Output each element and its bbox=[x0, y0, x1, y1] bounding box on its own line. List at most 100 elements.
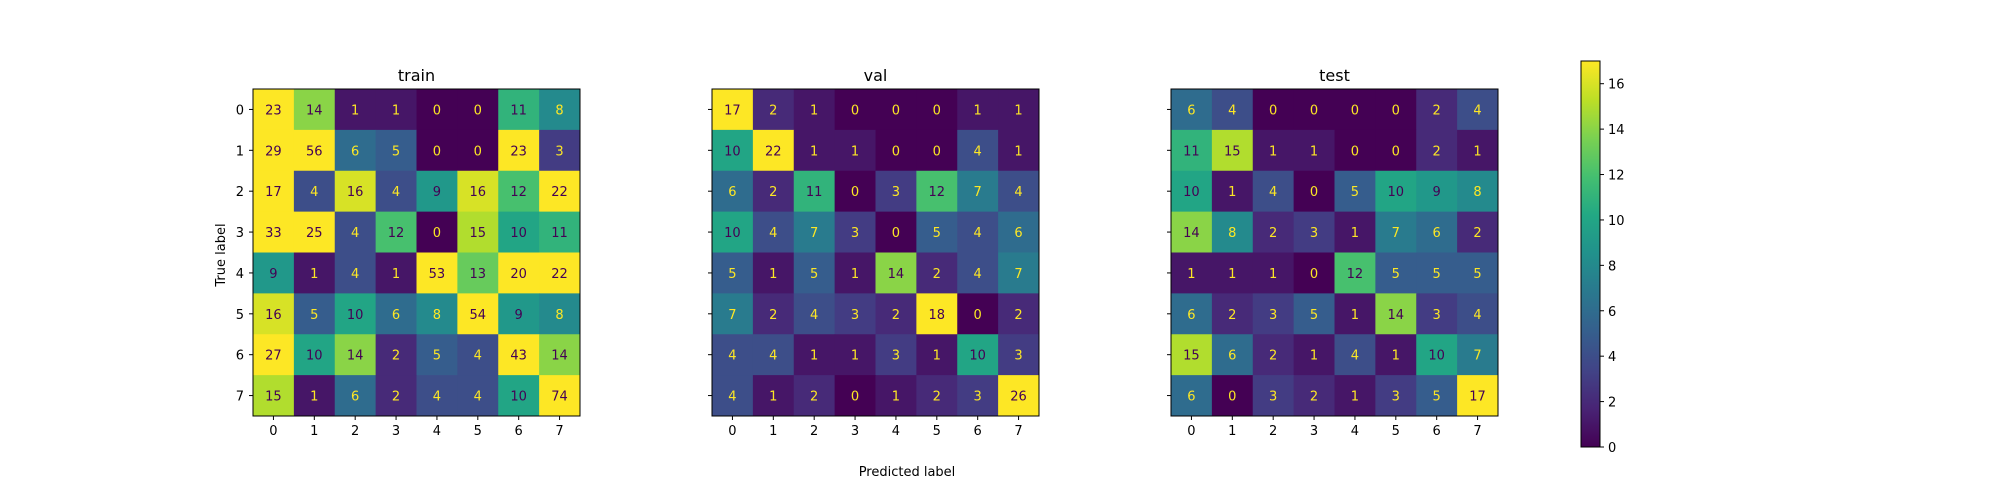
panel-frame bbox=[1170, 88, 1499, 417]
cell-value-label: 4 bbox=[1351, 349, 1359, 364]
cell-value-label: 10 bbox=[306, 349, 323, 364]
cell-value-label: 10 bbox=[1428, 349, 1445, 364]
cell-value-label: 1 bbox=[310, 267, 318, 282]
heatmap-cell bbox=[1334, 89, 1376, 131]
heatmap-cell bbox=[334, 334, 377, 376]
cell-value-label: 7 bbox=[810, 226, 818, 241]
heatmap-cell bbox=[998, 211, 1040, 253]
heatmap-cell bbox=[498, 211, 540, 253]
heatmap-cell bbox=[457, 293, 499, 335]
cell-value-label: 10 bbox=[347, 308, 364, 323]
heatmap-cell bbox=[253, 334, 295, 376]
colorbar-tick-label: 6 bbox=[1608, 305, 1616, 320]
x-tick-label: 0 bbox=[1187, 424, 1195, 439]
heatmap-cell bbox=[1375, 89, 1417, 131]
cell-value-label: 4 bbox=[728, 390, 736, 405]
heatmap-cell bbox=[834, 211, 876, 253]
cell-value-label: 0 bbox=[933, 144, 941, 159]
heatmap-cell bbox=[712, 252, 754, 294]
heatmap-cell bbox=[498, 129, 540, 172]
heatmap-cell bbox=[1457, 375, 1499, 417]
cell-value-label: 9 bbox=[515, 308, 523, 323]
cell-value-label: 10 bbox=[724, 144, 741, 159]
cell-value-label: 15 bbox=[470, 226, 487, 241]
heatmap-cell bbox=[1416, 334, 1458, 376]
cell-value-label: 5 bbox=[1351, 185, 1359, 200]
cell-value-label: 4 bbox=[974, 226, 982, 241]
heatmap-cell bbox=[712, 375, 754, 417]
heatmap-cell bbox=[539, 170, 581, 213]
cell-value-label: 2 bbox=[769, 185, 777, 200]
cell-value-label: 43 bbox=[510, 349, 527, 364]
cell-value-label: 3 bbox=[851, 308, 859, 323]
cell-value-label: 56 bbox=[306, 144, 323, 159]
cell-value-label: 1 bbox=[1269, 144, 1277, 159]
y-tick-label: 3 bbox=[236, 226, 244, 241]
heatmap-cell bbox=[957, 89, 999, 131]
cell-value-label: 5 bbox=[1310, 308, 1318, 323]
heatmap-cell bbox=[916, 129, 958, 172]
cell-value-label: 1 bbox=[810, 349, 818, 364]
cell-value-label: 15 bbox=[1183, 349, 1200, 364]
cell-value-label: 10 bbox=[1183, 185, 1200, 200]
heatmap-cell bbox=[793, 334, 836, 376]
x-tick-label: 7 bbox=[555, 424, 563, 439]
cell-value-label: 2 bbox=[769, 308, 777, 323]
cell-value-label: 0 bbox=[851, 103, 859, 118]
cell-value-label: 7 bbox=[1392, 226, 1400, 241]
cell-value-label: 4 bbox=[974, 267, 982, 282]
cell-value-label: 0 bbox=[1310, 267, 1318, 282]
heatmap-cell bbox=[416, 293, 458, 335]
cell-value-label: 0 bbox=[892, 144, 900, 159]
heatmap-cell bbox=[834, 293, 876, 335]
cell-value-label: 20 bbox=[510, 267, 527, 282]
heatmap-cell bbox=[1416, 89, 1458, 131]
cell-value-label: 10 bbox=[969, 349, 986, 364]
heatmap-cell bbox=[875, 129, 917, 172]
cell-value-label: 10 bbox=[1388, 185, 1405, 200]
cell-value-label: 3 bbox=[892, 349, 900, 364]
colorbar-tick-label: 12 bbox=[1608, 169, 1625, 184]
heatmap-cell bbox=[375, 211, 417, 253]
heatmap-cell bbox=[752, 211, 795, 253]
x-tick-label: 4 bbox=[1351, 424, 1359, 439]
cell-value-label: 1 bbox=[1392, 349, 1400, 364]
cell-value-label: 0 bbox=[474, 144, 482, 159]
heatmap-cell bbox=[916, 89, 958, 131]
cell-value-label: 14 bbox=[888, 267, 905, 282]
x-tick-label: 5 bbox=[1392, 424, 1400, 439]
y-tick-label: 5 bbox=[236, 308, 244, 323]
cell-value-label: 54 bbox=[470, 308, 487, 323]
heatmap-cell bbox=[1171, 89, 1213, 131]
cell-value-label: 74 bbox=[551, 390, 568, 405]
cell-value-label: 1 bbox=[392, 267, 400, 282]
heatmap-cell bbox=[1375, 252, 1417, 294]
heatmap-cell bbox=[416, 89, 458, 131]
colorbar-frame bbox=[1580, 60, 1601, 448]
heatmap-cell bbox=[293, 211, 336, 253]
heatmap-cell bbox=[293, 252, 336, 294]
y-tick-label: 7 bbox=[236, 390, 244, 405]
cell-value-label: 1 bbox=[1014, 144, 1022, 159]
x-tick-label: 5 bbox=[474, 424, 482, 439]
cell-value-label: 0 bbox=[433, 144, 441, 159]
cell-value-label: 4 bbox=[351, 226, 359, 241]
heatmap-cell bbox=[1211, 211, 1254, 253]
x-tick-label: 0 bbox=[728, 424, 736, 439]
cell-value-label: 27 bbox=[265, 349, 282, 364]
y-tick-label: 1 bbox=[236, 144, 244, 159]
heatmap-cell bbox=[712, 89, 754, 131]
cell-value-label: 1 bbox=[769, 267, 777, 282]
cell-value-label: 1 bbox=[1269, 267, 1277, 282]
heatmap-cell bbox=[416, 375, 458, 417]
heatmap-cell bbox=[498, 252, 540, 294]
cell-value-label: 4 bbox=[1014, 185, 1022, 200]
cell-value-label: 3 bbox=[1269, 390, 1277, 405]
heatmap-cell bbox=[875, 170, 917, 213]
cell-value-label: 1 bbox=[1473, 144, 1481, 159]
heatmap-cell bbox=[1457, 293, 1499, 335]
heatmap-cell bbox=[998, 170, 1040, 213]
heatmap-cell bbox=[498, 293, 540, 335]
heatmap-cell bbox=[1171, 129, 1213, 172]
